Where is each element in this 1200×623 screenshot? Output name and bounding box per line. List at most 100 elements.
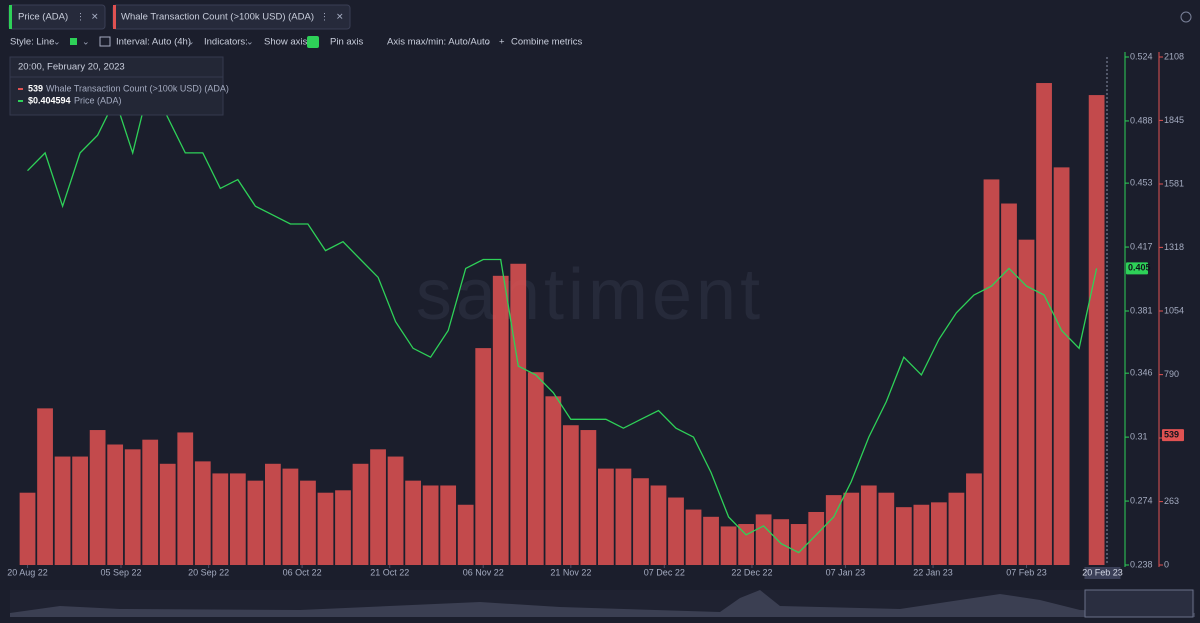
tooltip-value: 539 <box>28 83 43 93</box>
checkbox[interactable] <box>307 36 319 48</box>
x-badge-label: 20 Feb 23 <box>1082 567 1123 577</box>
legend-swatch <box>9 5 12 29</box>
style-select[interactable]: Style: Line <box>10 37 54 48</box>
y2-tick-label: 1054 <box>1164 305 1184 315</box>
bar <box>703 516 719 565</box>
tooltip-swatch <box>18 88 23 90</box>
bar <box>948 492 965 565</box>
y-tick-label: 0.238 <box>1130 559 1153 569</box>
settings-icon[interactable] <box>1180 11 1192 23</box>
legend-label: Price (ADA) <box>18 12 68 23</box>
bar <box>1036 83 1052 566</box>
x-tick-label: 07 Dec 22 <box>644 567 685 577</box>
x-tick-label: 07 Jan 23 <box>826 567 866 577</box>
pin-axis[interactable]: Pin axis <box>330 37 364 48</box>
price-line <box>27 80 1098 554</box>
bar <box>843 492 860 565</box>
plot <box>19 80 1105 566</box>
tooltip-label: Whale Transaction Count (>100k USD) (ADA… <box>46 83 229 93</box>
bar <box>352 463 369 565</box>
bar <box>510 263 527 565</box>
bar <box>387 456 404 565</box>
x-tick-label: 07 Feb 23 <box>1006 567 1047 577</box>
y2-tick-label: 790 <box>1164 369 1179 379</box>
bar <box>457 504 474 565</box>
x-tick-label: 22 Jan 23 <box>913 567 953 577</box>
bar <box>177 432 194 565</box>
navigator-window[interactable] <box>1084 589 1194 618</box>
bar <box>370 449 386 565</box>
close-icon[interactable]: ✕ <box>91 11 99 21</box>
x-tick-label: 06 Nov 22 <box>463 567 504 577</box>
watermark: santiment <box>416 255 764 335</box>
tooltip-date: 20:00, February 20, 2023 <box>18 62 125 73</box>
x-tick-label: 21 Nov 22 <box>550 567 591 577</box>
bar <box>1018 239 1035 565</box>
navigator-preview <box>10 590 1195 617</box>
color-picker[interactable] <box>70 38 77 45</box>
bar <box>247 480 264 565</box>
legend-swatch <box>113 5 116 29</box>
bar <box>527 372 544 565</box>
menu-icon[interactable]: ⋮ <box>320 11 329 21</box>
bar <box>229 473 246 565</box>
bar <box>598 468 614 565</box>
indicators-select[interactable]: Indicators: <box>204 37 248 48</box>
y-tick-label: 0.453 <box>1130 177 1153 187</box>
bar <box>475 348 492 565</box>
x-tick-label: 06 Oct 22 <box>283 567 322 577</box>
tooltip-swatch <box>18 100 23 102</box>
chevron: ⌄ <box>53 36 61 46</box>
bar <box>860 485 877 565</box>
bar <box>317 492 334 565</box>
bar <box>650 485 667 565</box>
bar <box>895 507 912 565</box>
bar <box>142 439 159 565</box>
y2-tick-label: 1845 <box>1164 115 1184 125</box>
bar <box>19 492 36 565</box>
bar <box>685 509 702 565</box>
bar <box>194 461 211 565</box>
x-badge <box>1084 567 1121 579</box>
legend-label: Whale Transaction Count (>100k USD) (ADA… <box>121 12 314 23</box>
menu-icon[interactable]: ⋮ <box>76 11 85 21</box>
tooltip-label: Price (ADA) <box>74 95 122 105</box>
bar <box>755 514 772 565</box>
bar <box>335 490 351 565</box>
legend: Price (ADA) ⋮ ✕ Whale Transaction Count … <box>8 4 1192 30</box>
bar <box>1053 167 1070 565</box>
interval-select[interactable]: Interval: Auto (4h) <box>116 37 191 48</box>
bar <box>37 408 53 565</box>
bar <box>54 456 71 565</box>
bar <box>720 526 737 565</box>
bar <box>300 480 316 565</box>
plus-icon: + <box>499 37 505 48</box>
tooltip: 20:00, February 20, 2023 539 Whale Trans… <box>9 56 229 116</box>
close-icon[interactable]: ✕ <box>336 11 344 21</box>
bar <box>983 179 1000 565</box>
x-tick-label: 20 Aug 22 <box>7 567 48 577</box>
show-axis[interactable]: Show axis <box>264 37 308 48</box>
chevron: ⌄ <box>187 36 195 46</box>
bar <box>913 504 930 565</box>
bar <box>492 275 509 565</box>
axis-minmax[interactable]: Axis max/min: Auto/Auto <box>387 37 490 48</box>
y-tick-label: 0.346 <box>1130 368 1153 378</box>
bar <box>107 444 124 565</box>
y-tick-label: 0.31 <box>1130 431 1148 441</box>
bar <box>212 473 229 565</box>
x-tick-label: 22 Dec 22 <box>731 567 772 577</box>
y-tick-label: 0.274 <box>1130 495 1153 505</box>
bar <box>668 497 684 565</box>
bar <box>633 478 649 565</box>
x-tick-label: 21 Oct 22 <box>370 567 409 577</box>
bar <box>265 463 281 565</box>
bar <box>422 485 439 565</box>
y2-tick-label: 0 <box>1164 559 1169 569</box>
x-tick-label: 05 Sep 22 <box>100 567 141 577</box>
combine-metrics[interactable]: Combine metrics <box>511 37 583 48</box>
value-badge <box>1126 262 1148 275</box>
bar <box>580 430 597 565</box>
